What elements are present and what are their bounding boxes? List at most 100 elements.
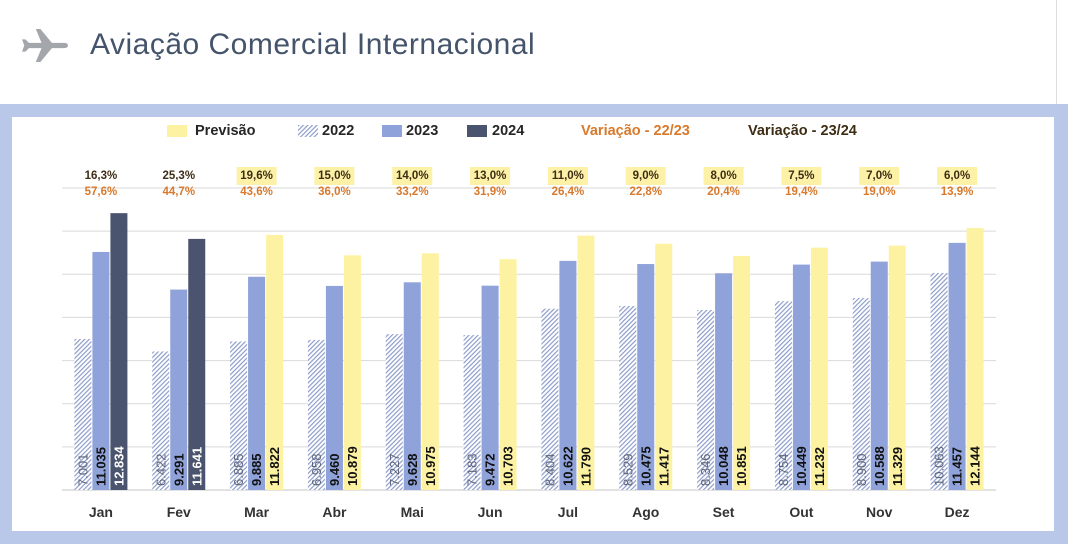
variation-label-variacao-22-23-nov: 19,0% (863, 186, 896, 198)
bar-2023-fev (170, 289, 188, 490)
bar-2022-mai (385, 334, 403, 490)
data-label-2022-ago: 8.529 (620, 453, 635, 486)
bar-2023-jun (481, 285, 499, 490)
bar-2022-out (774, 301, 792, 490)
variation-label-variacao-22-23-dez: 13,9% (941, 186, 974, 198)
data-label-2023-ago: 10.475 (638, 446, 653, 486)
bar-2023-set (715, 273, 733, 490)
data-label-2023-dez: 11.457 (950, 447, 965, 486)
bar-previsao-nov (888, 245, 906, 490)
bar-2022-ago (619, 306, 637, 490)
data-label-2023-jan: 11.035 (93, 447, 108, 486)
legend-label-variacao-23-24: Variação - 23/24 (748, 123, 857, 139)
data-label-previsao-ago: 11.417 (656, 447, 671, 486)
bar-2023-jul (559, 260, 577, 490)
variation-label-variacao-23-24-jan: 16,3% (85, 170, 118, 182)
data-label-2023-mar: 9.885 (249, 453, 264, 486)
data-label-2022-mai: 7.227 (387, 453, 402, 486)
page-title: Aviação Comercial Internacional (90, 28, 536, 61)
bar-2022-dez (930, 272, 948, 490)
variation-label-variacao-22-23-fev: 44,7% (162, 186, 195, 198)
legend-swatch-2022 (298, 125, 318, 137)
x-tick-label-jul: Jul (558, 504, 578, 520)
bar-2022-set (697, 309, 715, 490)
bar-previsao-jun (499, 259, 517, 490)
bar-2022-abr (307, 339, 325, 490)
data-label-previsao-mai: 10.975 (423, 446, 438, 486)
bar-2024-fev (188, 238, 206, 490)
variation-label-variacao-23-24-dez: 6,0% (944, 170, 970, 182)
airplane-icon (22, 29, 68, 62)
bar-chart: Previsão 2022 2023 2024 Variação - 22/23… (62, 123, 996, 520)
bar-2022-mar (230, 341, 248, 490)
bar-2023-abr (325, 285, 343, 490)
variation-label-variacao-22-23-abr: 36,0% (318, 186, 351, 198)
bar-2022-nov (852, 298, 870, 490)
data-label-2023-mai: 9.628 (405, 453, 420, 486)
chart-frame: Previsão 2022 2023 2024 Variação - 22/23… (0, 104, 1068, 544)
airplane-icon-shape (22, 29, 68, 62)
bar-2022-jun (463, 335, 481, 490)
variation-label-variacao-23-24-nov: 7,0% (866, 170, 892, 182)
data-label-2022-set: 8.346 (698, 453, 713, 486)
variation-labels: 16,3% 57,6% 25,3% 44,7% 19,6% 43,6% 15,0% 36,0%… (85, 167, 978, 198)
variation-highlight-dez (937, 167, 978, 185)
bar-2023-out (792, 264, 810, 490)
variation-label-variacao-23-24-out: 7,5% (788, 170, 814, 182)
bar-previsao-ago (655, 243, 673, 490)
variation-label-variacao-23-24-jun: 13,0% (474, 170, 507, 182)
bar-previsao-dez (966, 228, 984, 490)
data-label-2022-nov: 8.900 (854, 453, 869, 486)
data-label-previsao-jun: 10.703 (501, 446, 516, 486)
variation-highlight-set (703, 167, 744, 185)
x-tick-label-abr: Abr (322, 504, 347, 520)
bar-2024-jan (110, 213, 128, 490)
header-divider (1056, 0, 1057, 104)
bar-2023-mai (403, 282, 421, 490)
x-tick-label-mar: Mar (244, 504, 269, 520)
variation-label-variacao-23-24-set: 8,0% (710, 170, 736, 182)
bar-2023-mar (248, 276, 266, 490)
legend-swatch-2024 (467, 125, 487, 137)
bars (74, 213, 984, 490)
data-label-previsao-jul: 11.790 (578, 447, 593, 486)
data-label-2024-fev: 11.641 (189, 447, 204, 486)
bar-2023-jan (92, 251, 110, 490)
variation-highlight-jun (470, 167, 511, 185)
data-label-2023-set: 10.048 (716, 446, 731, 486)
variation-highlight-ago (625, 167, 666, 185)
bar-previsao-out (810, 247, 828, 490)
variation-label-variacao-23-24-abr: 15,0% (318, 170, 351, 182)
variation-label-variacao-22-23-jul: 26,4% (552, 186, 585, 198)
bar-2023-nov (870, 261, 888, 490)
data-label-2022-jul: 8.404 (542, 453, 557, 486)
variation-highlight-mar (236, 167, 277, 185)
chart-panel: Previsão 2022 2023 2024 Variação - 22/23… (12, 117, 1054, 531)
bar-previsao-mar (266, 234, 284, 490)
x-tick-label-jun: Jun (478, 504, 503, 520)
data-label-previsao-set: 10.851 (734, 446, 749, 486)
data-label-2023-nov: 10.588 (872, 446, 887, 486)
variation-label-variacao-22-23-mai: 33,2% (396, 186, 429, 198)
x-tick-label-nov: Nov (866, 504, 893, 520)
data-label-2023-fev: 9.291 (171, 453, 186, 486)
data-label-2023-abr: 9.460 (327, 453, 342, 486)
x-tick-label-fev: Fev (167, 504, 191, 520)
legend-label-2023: 2023 (406, 123, 438, 139)
variation-highlight-nov (859, 167, 900, 185)
variation-label-variacao-23-24-mai: 14,0% (396, 170, 429, 182)
bar-previsao-jul (577, 235, 595, 490)
data-label-2022-out: 8.754 (776, 453, 791, 486)
data-label-previsao-out: 11.232 (812, 447, 827, 486)
variation-highlight-jul (547, 167, 588, 185)
variation-highlight-mai (392, 167, 433, 185)
data-label-previsao-mar: 11.822 (267, 447, 282, 486)
variation-label-variacao-23-24-mar: 19,6% (240, 170, 273, 182)
x-tick-label-set: Set (713, 504, 735, 520)
data-label-2023-jun: 9.472 (483, 453, 498, 486)
data-label-2024-jan: 12.834 (111, 445, 126, 486)
data-label-2022-jun: 7.183 (465, 453, 480, 486)
bar-2023-ago (637, 264, 655, 490)
x-axis-labels: Jan Fev Mar Abr Mai Jun Jul Ago Set Out Nov Dez (89, 504, 970, 520)
legend-swatch-previsao (167, 125, 187, 137)
